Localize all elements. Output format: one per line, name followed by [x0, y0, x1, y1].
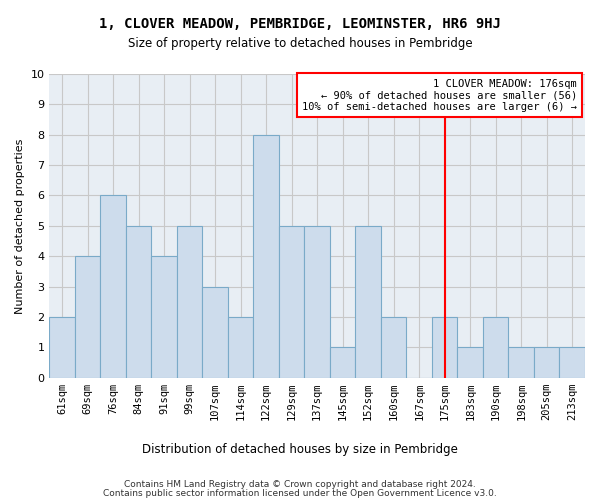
Bar — [202, 286, 228, 378]
Bar — [49, 317, 75, 378]
Bar — [304, 226, 330, 378]
Bar — [381, 317, 406, 378]
Text: 1, CLOVER MEADOW, PEMBRIDGE, LEOMINSTER, HR6 9HJ: 1, CLOVER MEADOW, PEMBRIDGE, LEOMINSTER,… — [99, 18, 501, 32]
Bar — [330, 348, 355, 378]
Bar — [508, 348, 534, 378]
Text: Size of property relative to detached houses in Pembridge: Size of property relative to detached ho… — [128, 38, 472, 51]
Bar — [126, 226, 151, 378]
Text: 1 CLOVER MEADOW: 176sqm
← 90% of detached houses are smaller (56)
10% of semi-de: 1 CLOVER MEADOW: 176sqm ← 90% of detache… — [302, 78, 577, 112]
Text: Contains HM Land Registry data © Crown copyright and database right 2024.: Contains HM Land Registry data © Crown c… — [124, 480, 476, 489]
Bar — [100, 196, 126, 378]
Bar — [432, 317, 457, 378]
Bar — [151, 256, 177, 378]
Text: Contains public sector information licensed under the Open Government Licence v3: Contains public sector information licen… — [103, 489, 497, 498]
Bar — [457, 348, 483, 378]
Bar — [534, 348, 559, 378]
Bar — [279, 226, 304, 378]
Text: Distribution of detached houses by size in Pembridge: Distribution of detached houses by size … — [142, 442, 458, 456]
Bar — [228, 317, 253, 378]
Bar — [355, 226, 381, 378]
Bar — [559, 348, 585, 378]
Bar — [483, 317, 508, 378]
Y-axis label: Number of detached properties: Number of detached properties — [15, 138, 25, 314]
Bar — [177, 226, 202, 378]
Bar — [75, 256, 100, 378]
Bar — [253, 134, 279, 378]
